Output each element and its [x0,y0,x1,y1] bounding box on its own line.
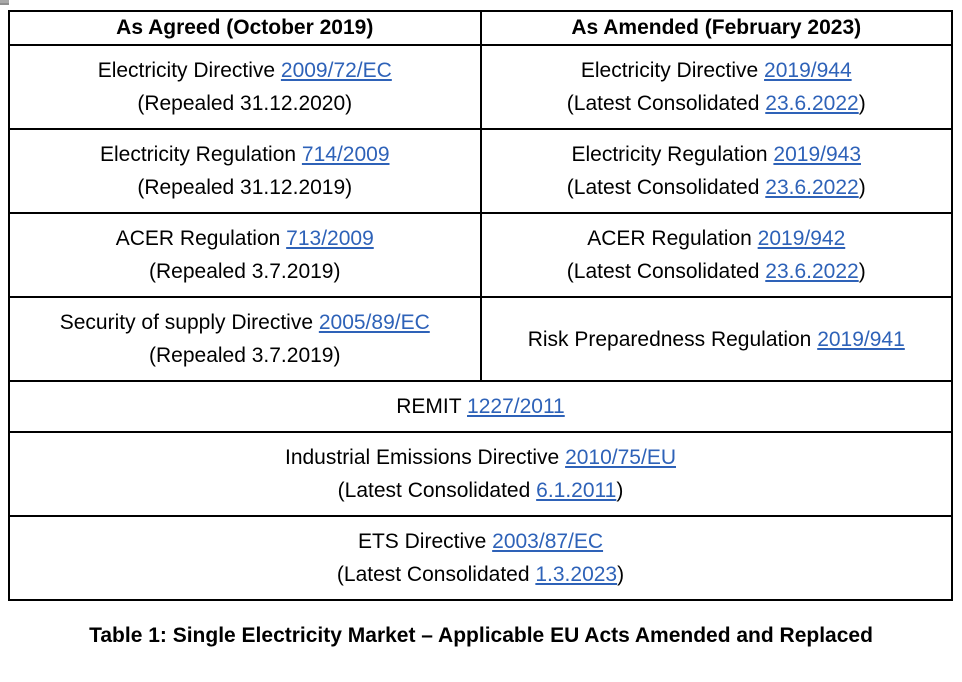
act-note: (Latest Consolidated 23.6.2022) [488,171,946,204]
cell-ets: ETS Directive 2003/87/EC (Latest Consoli… [8,515,953,601]
column-header-as-agreed: As Agreed (October 2019) [8,10,482,46]
act-text: Electricity Directive [580,59,765,82]
act-text: Risk Preparedness Regulation [527,327,818,351]
act-note: (Repealed 3.7.2019) [16,255,474,288]
act-text: Electricity Directive [97,59,281,82]
table-row-electricity-directive: Electricity Directive 2009/72/EC (Repeal… [8,44,953,130]
link-consolidated-1-3-2023[interactable]: 1.3.2023 [535,563,618,586]
table-row-industrial-emissions: Industrial Emissions Directive 2010/75/E… [8,431,953,517]
link-consolidated-23-6-2022[interactable]: 23.6.2022 [765,260,859,283]
cell-electricity-regulation-old: Electricity Regulation 714/2009 (Repeale… [8,128,482,214]
screen-corner-artifact [0,0,9,5]
act-title: Electricity Directive 2009/72/EC [16,54,474,87]
act-title: ACER Regulation 713/2009 [16,222,474,255]
link-713-2009[interactable]: 713/2009 [286,227,374,250]
note-text: (Latest Consolidated [566,92,766,115]
table-row-electricity-regulation: Electricity Regulation 714/2009 (Repeale… [8,128,953,214]
table-row-ets: ETS Directive 2003/87/EC (Latest Consoli… [8,515,953,601]
act-title: ETS Directive 2003/87/EC [16,525,945,558]
link-2019-942[interactable]: 2019/942 [757,227,846,250]
column-header-as-amended: As Amended (February 2023) [479,10,953,46]
act-note: (Latest Consolidated 1.3.2023) [16,558,945,591]
act-title: Electricity Regulation 2019/943 [488,138,946,171]
act-note: (Repealed 3.7.2019) [16,339,474,372]
cell-remit: REMIT 1227/2011 [8,380,953,433]
act-text: ETS Directive [357,530,493,553]
note-text: ) [617,563,625,586]
table-row-remit: REMIT 1227/2011 [8,380,953,433]
cell-electricity-directive-old: Electricity Directive 2009/72/EC (Repeal… [8,44,482,130]
cell-industrial-emissions: Industrial Emissions Directive 2010/75/E… [8,431,953,517]
note-text: (Repealed 31.12.2019) [137,176,353,199]
note-text: ) [858,176,866,199]
note-text: ) [858,92,866,115]
link-714-2009[interactable]: 714/2009 [301,143,390,166]
link-1227-2011[interactable]: 1227/2011 [467,395,565,418]
act-text: Electricity Regulation [99,143,302,166]
act-note: (Latest Consolidated 6.1.2011) [16,474,945,507]
link-2019-944[interactable]: 2019/944 [764,59,852,82]
act-text: Security of supply Directive [59,311,319,334]
act-note: (Repealed 31.12.2020) [16,87,474,120]
note-text: (Repealed 31.12.2020) [137,92,353,115]
cell-risk-preparedness-new: Risk Preparedness Regulation 2019/941 [479,296,953,382]
link-2019-943[interactable]: 2019/943 [773,143,861,166]
table-caption: Table 1: Single Electricity Market – App… [89,624,873,647]
act-text: Industrial Emissions Directive [284,446,566,469]
act-title: REMIT 1227/2011 [16,390,945,423]
note-text: (Repealed 3.7.2019) [149,260,341,283]
act-title: Electricity Regulation 714/2009 [16,138,474,171]
act-title: Industrial Emissions Directive 2010/75/E… [16,441,945,474]
link-consolidated-23-6-2022[interactable]: 23.6.2022 [765,176,859,199]
act-title: ACER Regulation 2019/942 [488,222,946,255]
act-title: Security of supply Directive 2005/89/EC [16,306,474,339]
cell-security-supply-old: Security of supply Directive 2005/89/EC … [8,296,482,382]
link-2003-87-ec[interactable]: 2003/87/EC [492,530,604,553]
cell-electricity-directive-new: Electricity Directive 2019/944 (Latest C… [479,44,953,130]
note-text: (Latest Consolidated [337,479,537,502]
note-text: (Latest Consolidated [336,563,536,586]
link-2009-72-ec[interactable]: 2009/72/EC [280,59,392,82]
link-2005-89-ec[interactable]: 2005/89/EC [318,311,430,334]
act-note: (Repealed 31.12.2019) [16,171,474,204]
cell-acer-regulation-old: ACER Regulation 713/2009 (Repealed 3.7.2… [8,212,482,298]
act-note: (Latest Consolidated 23.6.2022) [488,255,946,288]
act-text: ACER Regulation [587,227,758,250]
note-text: (Repealed 3.7.2019) [149,344,341,367]
note-text: ) [858,260,866,283]
act-text: Electricity Regulation [571,143,774,166]
cell-acer-regulation-new: ACER Regulation 2019/942 (Latest Consoli… [479,212,953,298]
link-consolidated-23-6-2022[interactable]: 23.6.2022 [765,92,859,115]
note-text: (Latest Consolidated [566,260,766,283]
act-text: ACER Regulation [115,227,287,250]
note-text: ) [616,479,624,502]
table-row-security-supply: Security of supply Directive 2005/89/EC … [8,296,953,382]
table-header-row: As Agreed (October 2019) As Amended (Feb… [8,10,953,46]
act-text: REMIT [396,395,468,418]
link-consolidated-6-1-2011[interactable]: 6.1.2011 [536,479,617,502]
cell-electricity-regulation-new: Electricity Regulation 2019/943 (Latest … [479,128,953,214]
act-title: Risk Preparedness Regulation 2019/941 [488,323,946,356]
note-text: (Latest Consolidated [566,176,766,199]
table-row-acer-regulation: ACER Regulation 713/2009 (Repealed 3.7.2… [8,212,953,298]
act-note: (Latest Consolidated 23.6.2022) [488,87,946,120]
eu-acts-table: As Agreed (October 2019) As Amended (Feb… [8,10,953,601]
act-title: Electricity Directive 2019/944 [488,54,946,87]
link-2019-941[interactable]: 2019/941 [817,327,905,351]
link-2010-75-eu[interactable]: 2010/75/EU [565,446,676,469]
